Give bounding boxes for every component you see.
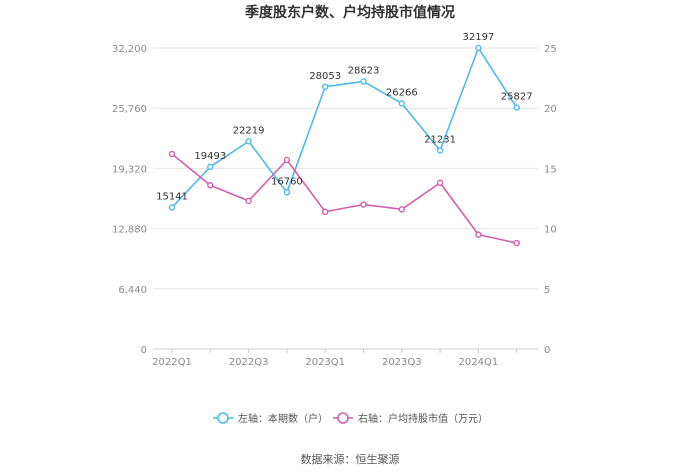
data-point-avg-value (398, 206, 405, 213)
data-point-avg-value (436, 179, 444, 187)
right-axis-tick-label: 10 (544, 225, 557, 236)
grid (153, 47, 538, 350)
data-point-holders (398, 100, 405, 107)
x-axis-tick-label: 2022Q1 (152, 357, 192, 368)
legend-label: 左轴：本期数（户） (238, 412, 328, 425)
series-line-avg-value (171, 153, 517, 244)
data-point-avg-value (168, 150, 176, 158)
data-point-holders (513, 104, 520, 111)
data-label: 21231 (424, 135, 456, 146)
data-point-holders (168, 204, 176, 211)
right-axis-tick-label: 0 (544, 345, 550, 356)
data-label: 26266 (386, 87, 418, 98)
series-line-holders (171, 46, 518, 209)
left-axis-tick-label: 0 (141, 345, 147, 356)
data-point-holders (245, 138, 252, 145)
data-point-avg-value (283, 156, 291, 164)
legend-marker-icon (217, 412, 229, 424)
data-point-avg-value (475, 231, 482, 238)
left-axis-tick-label: 32,200 (112, 44, 147, 55)
data-label: 28053 (309, 71, 341, 82)
data-point-holders (436, 147, 444, 154)
data-labels: 15141 19493 22219 16760 28053 28623 26266 21231… (156, 32, 533, 202)
chart-title: 季度股东户数、户均持股市值情况 (244, 4, 455, 21)
data-point-holders (283, 189, 291, 196)
right-axis-tick-label: 15 (544, 164, 557, 175)
x-axis-tick-label: 2024Q1 (459, 357, 499, 368)
data-point-avg-value (245, 197, 252, 205)
source-note: 数据来源：恒生聚源 (301, 452, 400, 466)
left-axis-tick-label: 12,880 (112, 225, 147, 236)
data-label: 19493 (194, 151, 226, 162)
legend-marker-icon (337, 412, 349, 424)
data-point-holders (360, 78, 367, 85)
data-point-avg-value (207, 182, 214, 189)
data-label: 16760 (271, 176, 303, 187)
data-point-holders (322, 83, 329, 90)
data-point-holders (207, 163, 214, 170)
x-axis-tick-label: 2023Q1 (305, 357, 345, 368)
x-axis-tick-label: 2023Q3 (382, 357, 422, 368)
left-axis-tick-label: 25,760 (112, 104, 147, 115)
legend-label: 右轴：户均持股市值（万元） (358, 412, 488, 425)
axes: 0 0 6,440 5 12,880 10 19,320 15 25,760 20 32,200 25… (112, 44, 557, 368)
data-point-holders (475, 44, 482, 52)
data-label: 25827 (501, 92, 533, 103)
legend-item-holders[interactable]: 左轴：本期数（户） (213, 412, 328, 425)
legend-item-avg-value[interactable]: 右轴：户均持股市值（万元） (333, 412, 488, 425)
left-axis-tick-label: 19,320 (112, 164, 147, 175)
data-label: 22219 (233, 125, 265, 136)
data-label: 28623 (348, 65, 380, 76)
data-label: 32197 (462, 32, 494, 43)
data-label: 15141 (156, 191, 188, 202)
right-axis-tick-label: 25 (544, 44, 557, 55)
x-axis-tick-label: 2022Q3 (229, 357, 269, 368)
right-axis-tick-label: 20 (544, 104, 557, 115)
right-axis-tick-label: 5 (544, 285, 550, 296)
series-layer (168, 44, 520, 247)
data-point-avg-value (513, 239, 520, 247)
data-point-avg-value (322, 208, 329, 215)
legend[interactable]: 左轴：本期数（户） 右轴：户均持股市值（万元） (213, 412, 488, 425)
data-point-avg-value (360, 201, 367, 208)
left-axis-tick-label: 6,440 (118, 285, 147, 296)
